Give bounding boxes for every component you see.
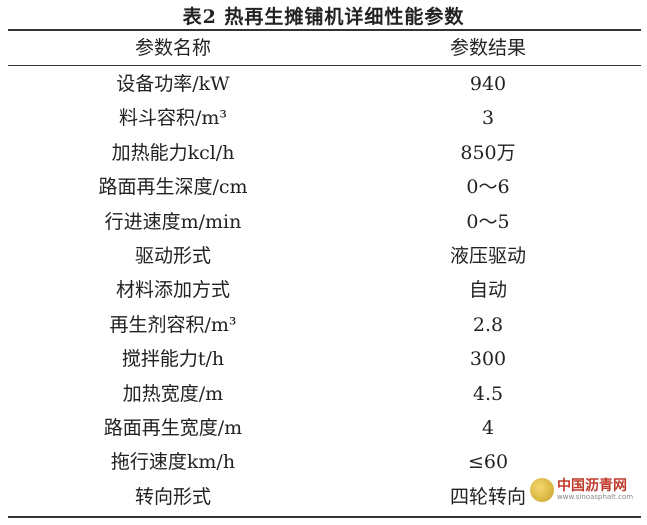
header-rule	[8, 65, 641, 66]
table-row: 加热能力kcl/h 850万	[8, 136, 641, 170]
table-row: 路面再生宽度/m 4	[8, 411, 641, 445]
header-value: 参数结果	[449, 37, 526, 59]
param-value: 2.8	[472, 313, 504, 336]
table-row: 驱动形式 液压驱动	[8, 239, 641, 273]
param-name: 拖行速度km/h	[110, 451, 236, 474]
table-row: 转向形式 四轮转向	[8, 480, 641, 514]
watermark-name: 中国沥青网	[557, 478, 627, 494]
table-row: 设备功率/kW 940	[8, 67, 641, 101]
param-name: 设备功率/kW	[116, 73, 230, 95]
param-name: 驱动形式	[134, 245, 211, 267]
table-row: 搅拌能力t/h 300	[8, 342, 641, 376]
top-rule	[8, 29, 641, 31]
table-header: 参数名称 参数结果	[8, 31, 641, 65]
param-name: 转向形式	[134, 485, 211, 508]
table-row: 再生剂容积/m³ 2.8	[8, 308, 641, 342]
table-title: 表2 热再生摊铺机详细性能参数	[182, 6, 465, 28]
param-name: 搅拌能力t/h	[121, 348, 225, 371]
param-value: 850万	[460, 141, 516, 164]
param-name: 加热能力kcl/h	[111, 141, 235, 164]
param-name: 料斗容积/m³	[118, 107, 228, 130]
bottom-rule	[8, 516, 641, 518]
param-value: 自动	[468, 279, 507, 302]
param-name: 路面再生深度/cm	[98, 176, 248, 199]
table-row: 材料添加方式 自动	[8, 273, 641, 307]
param-value: 4.5	[472, 382, 504, 405]
param-value: 0～5	[466, 210, 510, 233]
param-value: 940	[469, 73, 507, 95]
param-value: 0～6	[466, 176, 510, 199]
param-value: 四轮转向	[449, 485, 526, 508]
table-row: 路面再生深度/cm 0～6	[8, 170, 641, 204]
param-value: 液压驱动	[449, 245, 526, 267]
param-name: 加热宽度/m	[122, 382, 224, 405]
param-name: 材料添加方式	[115, 279, 230, 302]
watermark-logo-icon	[530, 478, 554, 502]
table-row: 拖行速度km/h ≤60	[8, 445, 641, 479]
table-row: 行进速度m/min 0～5	[8, 205, 641, 239]
param-value: ≤60	[467, 451, 509, 474]
param-value: 4	[481, 417, 495, 439]
table-row: 料斗容积/m³ 3	[8, 101, 641, 135]
param-name: 行进速度m/min	[104, 210, 242, 233]
header-name: 参数名称	[134, 37, 211, 59]
param-name: 再生剂容积/m³	[109, 313, 237, 336]
watermark-url: www.sinoasphalt.com	[557, 493, 634, 501]
table-row: 加热宽度/m 4.5	[8, 377, 641, 411]
param-name: 路面再生宽度/m	[103, 417, 243, 439]
param-value: 300	[469, 348, 507, 371]
param-value: 3	[481, 107, 495, 130]
watermark: 中国沥青网 www.sinoasphalt.com	[530, 478, 633, 502]
